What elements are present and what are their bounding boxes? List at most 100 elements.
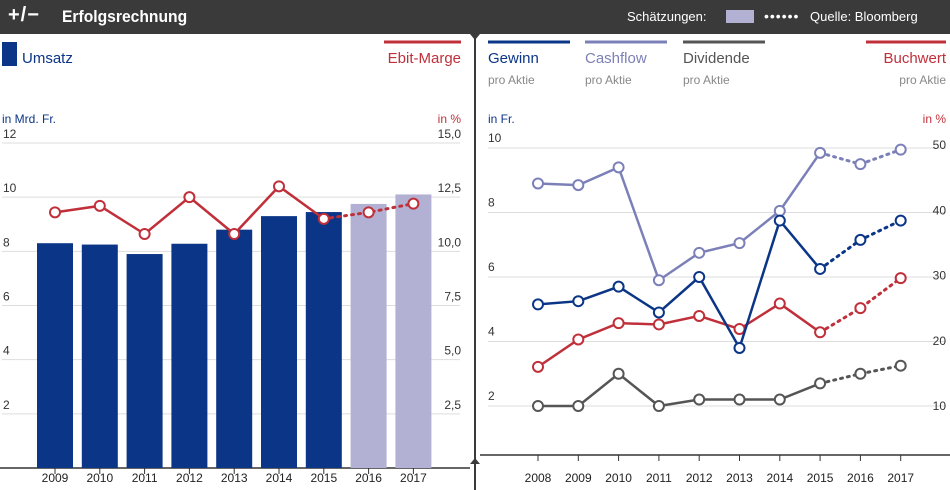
buchwert-point-2015 [814, 326, 827, 339]
gewinn-point-2017 [894, 214, 907, 227]
right-chart-left-tick-label: 10 [488, 131, 502, 145]
left-x-tick-label: 2009 [42, 471, 69, 485]
cashflow-legend-sublabel: pro Aktie [585, 73, 632, 87]
left-x-tick-label: 2017 [400, 471, 427, 485]
cashflow-point-2016 [854, 158, 867, 171]
expand-toggle-button[interactable]: +/− [8, 4, 40, 26]
left-y-tick-label: 8 [3, 235, 10, 249]
left-y-tick-label: 4 [3, 344, 10, 358]
right-chart-right-tick-label: 20 [933, 334, 947, 348]
gewinn-point-2008 [532, 298, 544, 311]
left-x-tick-label: 2012 [176, 471, 203, 485]
cashflow-legend-label: Cashflow [585, 50, 647, 67]
buchwert-point-2008 [532, 360, 544, 373]
ebit-marge-point-2014 [273, 180, 285, 193]
right-chart-right-tick-label: 30 [933, 269, 947, 283]
right-x-tick-label: 2013 [726, 471, 753, 485]
dividende-point-2012 [693, 393, 706, 406]
right-y-tick-label: 12,5 [438, 181, 462, 195]
buchwert-point-2010 [612, 317, 625, 330]
umsatz-bar-2012 [171, 243, 208, 468]
right-chart-right-tick-label: 10 [933, 399, 947, 413]
gewinn-point-2016 [854, 233, 867, 246]
dividende-legend-sublabel: pro Aktie [683, 73, 730, 87]
right-chart-left-tick-label: 2 [488, 389, 495, 403]
cashflow-point-2015 [814, 146, 827, 159]
dividende-point-2017 [894, 359, 907, 372]
umsatz-bar-2017 [395, 194, 432, 469]
right-y-tick-label: 5,0 [444, 344, 461, 358]
buchwert-point-2009 [572, 333, 585, 346]
right-y-tick-label: 7,5 [444, 290, 461, 304]
dividende-line [538, 372, 821, 408]
buchwert-legend-sublabel: pro Aktie [899, 73, 946, 87]
buchwert-line [537, 302, 821, 368]
dividende-point-2010 [612, 367, 625, 380]
source-label: Quelle: Bloomberg [810, 9, 918, 24]
right-x-tick-label: 2017 [887, 471, 914, 485]
right-x-tick-label: 2014 [766, 471, 793, 485]
right-x-tick-label: 2010 [605, 471, 632, 485]
ebit-marge-point-2009 [49, 206, 61, 219]
cashflow-point-2017 [894, 143, 907, 156]
left-x-tick-label: 2014 [266, 471, 293, 485]
ebit-legend-label: Ebit-Marge [388, 50, 461, 67]
right-chart-right-tick-label: 50 [933, 138, 947, 152]
dividende-point-2015 [814, 377, 827, 390]
buchwert-legend-label: Buchwert [883, 50, 946, 67]
cashflow-point-2011 [652, 274, 665, 287]
cashflow-point-2010 [612, 161, 625, 174]
cashflow-point-2014 [773, 204, 786, 217]
dividende-point-2016 [854, 367, 867, 380]
buchwert-point-2017 [894, 272, 907, 285]
estimate-dotted-line-sample: •••••• [764, 8, 800, 24]
title-bar: +/− Erfolgsrechnung Schätzungen: •••••• … [0, 0, 950, 34]
umsatz-bar-2015 [305, 212, 342, 468]
ebit-marge-point-2010 [93, 199, 106, 212]
cashflow-point-2008 [532, 177, 544, 190]
gewinn-legend-label: Gewinn [488, 50, 539, 67]
left-y-tick-label: 12 [3, 127, 17, 141]
right-x-tick-label: 2015 [807, 471, 834, 485]
right-x-tick-label: 2012 [686, 471, 713, 485]
gewinn-point-2013 [733, 341, 746, 354]
right-x-tick-label: 2011 [646, 471, 672, 485]
gewinn-point-2015 [814, 262, 827, 275]
dividende-point-2008 [532, 400, 544, 412]
buchwert-point-2013 [733, 323, 746, 336]
divider-bottom-notch [470, 458, 480, 464]
estimate-swatch [726, 10, 754, 23]
dividende-point-2011 [652, 400, 665, 412]
cashflow-point-2009 [572, 179, 585, 192]
buchwert-point-2016 [854, 302, 867, 315]
divider-top-notch [470, 34, 480, 40]
gewinn-line [537, 218, 822, 352]
umsatz-bar-2014 [261, 216, 297, 468]
gewinn-point-2011 [652, 306, 665, 319]
left-y-tick-label: 10 [3, 181, 17, 195]
left-x-tick-label: 2015 [310, 471, 337, 485]
dividende-point-2009 [572, 400, 585, 412]
buchwert-point-2011 [652, 318, 665, 331]
left-y-tick-label: 2 [3, 398, 10, 412]
right-y-tick-label: 15,0 [438, 127, 462, 141]
dividende-point-2014 [773, 393, 786, 406]
right-chart-right-tick-label: 40 [933, 203, 947, 217]
right-left-axis-unit: in Fr. [488, 112, 515, 126]
right-y-tick-label: 2,5 [444, 398, 461, 412]
ebit-marge-point-2015 [317, 212, 330, 225]
left-x-tick-label: 2013 [221, 471, 248, 485]
right-chart-left-tick-label: 8 [488, 196, 495, 210]
estimates-label: Schätzungen: [627, 9, 707, 24]
umsatz-bar-2010 [81, 244, 118, 468]
gewinn-point-2009 [572, 295, 585, 308]
buchwert-estimate-line [818, 276, 903, 334]
right-chart-left-tick-label: 4 [488, 325, 495, 339]
buchwert-point-2014 [773, 297, 786, 310]
left-x-tick-label: 2016 [355, 471, 382, 485]
umsatz-legend-swatch [2, 42, 17, 66]
umsatz-bar-2013 [216, 229, 253, 468]
gewinn-point-2010 [612, 280, 625, 293]
ebit-marge-point-2011 [138, 228, 151, 240]
